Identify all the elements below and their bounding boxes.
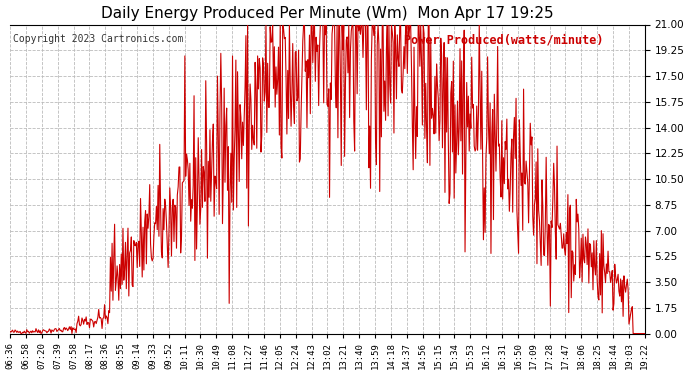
Text: Power Produced(watts/minute): Power Produced(watts/minute) [404,34,603,47]
Text: Copyright 2023 Cartronics.com: Copyright 2023 Cartronics.com [13,34,184,44]
Title: Daily Energy Produced Per Minute (Wm)  Mon Apr 17 19:25: Daily Energy Produced Per Minute (Wm) Mo… [101,6,554,21]
